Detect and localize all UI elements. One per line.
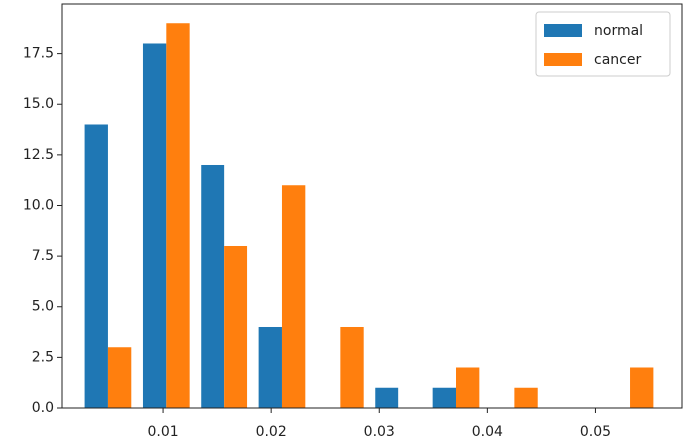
legend-swatch: [544, 53, 582, 66]
plot-frame: [61, 3, 683, 409]
bar: [258, 326, 282, 408]
x-tick-label: 0.04: [472, 424, 503, 440]
bar: [84, 124, 108, 409]
bar: [340, 326, 364, 408]
legend-label: cancer: [594, 52, 641, 68]
y-tick-label: 5.0: [32, 299, 54, 315]
y-tick-label: 17.5: [23, 46, 54, 62]
bar: [142, 43, 167, 409]
x-tick-label: 0.02: [256, 424, 287, 440]
y-tick-label: 10.0: [23, 197, 54, 213]
bar: [107, 347, 132, 408]
y-tick-label: 0.0: [32, 400, 54, 416]
y-tick-label: 2.5: [32, 349, 54, 365]
legend-swatch: [544, 24, 582, 37]
x-tick-label: 0.05: [580, 424, 611, 440]
bar: [224, 245, 248, 408]
legend-label: normal: [594, 23, 643, 39]
bar: [281, 185, 306, 408]
y-tick-label: 7.5: [32, 248, 54, 264]
bar: [432, 387, 457, 408]
y-tick-label: 12.5: [23, 147, 54, 163]
bar: [630, 367, 654, 408]
x-tick-label: 0.03: [364, 424, 395, 440]
x-tick-label: 0.01: [147, 424, 178, 440]
bar: [514, 387, 538, 408]
bar: [201, 164, 225, 408]
y-tick-label: 15.0: [23, 96, 54, 112]
bar: [166, 23, 190, 408]
bar: [375, 387, 399, 408]
bar: [456, 367, 480, 408]
